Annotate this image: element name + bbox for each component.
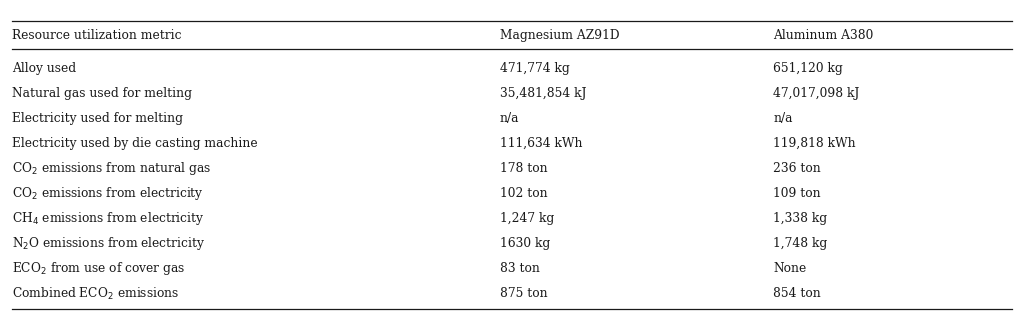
Text: CO$_2$ emissions from electricity: CO$_2$ emissions from electricity xyxy=(12,185,204,202)
Text: 1630 kg: 1630 kg xyxy=(500,237,550,250)
Text: 236 ton: 236 ton xyxy=(773,162,821,175)
Text: Electricity used for melting: Electricity used for melting xyxy=(12,112,183,125)
Text: 471,774 kg: 471,774 kg xyxy=(500,62,569,75)
Text: 35,481,854 kJ: 35,481,854 kJ xyxy=(500,87,586,100)
Text: N$_2$O emissions from electricity: N$_2$O emissions from electricity xyxy=(12,235,206,252)
Text: 109 ton: 109 ton xyxy=(773,187,821,200)
Text: Magnesium AZ91D: Magnesium AZ91D xyxy=(500,29,620,41)
Text: n/a: n/a xyxy=(773,112,793,125)
Text: 1,338 kg: 1,338 kg xyxy=(773,212,827,225)
Text: 875 ton: 875 ton xyxy=(500,287,548,300)
Text: ECO$_2$ from use of cover gas: ECO$_2$ from use of cover gas xyxy=(12,260,185,277)
Text: 178 ton: 178 ton xyxy=(500,162,548,175)
Text: CO$_2$ emissions from natural gas: CO$_2$ emissions from natural gas xyxy=(12,160,211,177)
Text: Combined ECO$_2$ emissions: Combined ECO$_2$ emissions xyxy=(12,286,179,302)
Text: None: None xyxy=(773,262,806,275)
Text: 119,818 kWh: 119,818 kWh xyxy=(773,137,856,150)
Text: Alloy used: Alloy used xyxy=(12,62,77,75)
Text: 83 ton: 83 ton xyxy=(500,262,540,275)
Text: n/a: n/a xyxy=(500,112,519,125)
Text: CH$_4$ emissions from electricity: CH$_4$ emissions from electricity xyxy=(12,210,205,227)
Text: 111,634 kWh: 111,634 kWh xyxy=(500,137,583,150)
Text: 651,120 kg: 651,120 kg xyxy=(773,62,843,75)
Text: Natural gas used for melting: Natural gas used for melting xyxy=(12,87,193,100)
Text: Aluminum A380: Aluminum A380 xyxy=(773,29,873,41)
Text: 854 ton: 854 ton xyxy=(773,287,821,300)
Text: 1,748 kg: 1,748 kg xyxy=(773,237,827,250)
Text: Electricity used by die casting machine: Electricity used by die casting machine xyxy=(12,137,258,150)
Text: 47,017,098 kJ: 47,017,098 kJ xyxy=(773,87,859,100)
Text: 1,247 kg: 1,247 kg xyxy=(500,212,554,225)
Text: Resource utilization metric: Resource utilization metric xyxy=(12,29,182,41)
Text: 102 ton: 102 ton xyxy=(500,187,548,200)
